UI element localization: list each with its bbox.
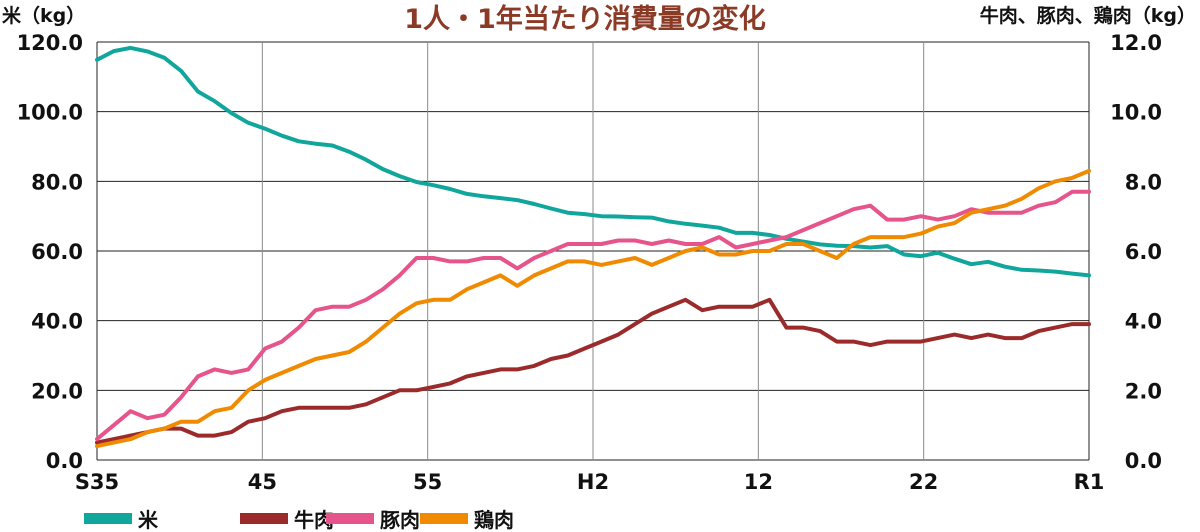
series-line-2 [95, 297, 1091, 445]
right-axis-unit: 牛肉、豚肉、鶏肉（kg） [980, 4, 1196, 27]
right-tick-label: 2.0 [1125, 379, 1162, 403]
left-tick-label: 20.0 [31, 379, 83, 403]
x-tick-label: 55 [413, 470, 442, 494]
series-line-4 [95, 168, 1091, 449]
x-tick-label: 45 [248, 470, 277, 494]
x-tick-label: 22 [909, 470, 938, 494]
right-tick-label: 0.0 [1125, 449, 1162, 473]
left-tick-label: 0.0 [46, 449, 83, 473]
x-tick-label: S35 [75, 470, 119, 494]
right-tick-label: 6.0 [1125, 240, 1162, 264]
legend-swatch-1 [84, 513, 132, 524]
left-tick-label: 40.0 [31, 310, 83, 334]
right-tick-label: 4.0 [1125, 310, 1162, 334]
left-tick-label: 120.0 [17, 31, 83, 55]
x-tick-label: H2 [577, 470, 609, 494]
right-tick-label: 8.0 [1125, 170, 1162, 194]
right-tick-label: 10.0 [1110, 101, 1162, 125]
legend-swatch-2 [240, 513, 288, 524]
legend-label-4: 鶏肉 [474, 508, 514, 532]
left-tick-label: 60.0 [31, 240, 83, 264]
legend-swatch-4 [420, 513, 468, 524]
grid-lines [96, 41, 1090, 461]
x-tick-label: R1 [1074, 470, 1105, 494]
legend-swatch-3 [326, 513, 374, 524]
legend: 米牛肉 豚肉 鶏肉 [84, 508, 514, 532]
legend-label-3: 豚肉 [380, 508, 420, 532]
left-axis-unit: 米（kg） [2, 4, 85, 27]
left-tick-label: 100.0 [17, 101, 83, 125]
axes: 0.0 0.0 20.0 2.0 40.0 4.0 60.0 6.0 80.0 8.0 100.0 1… [17, 31, 1162, 494]
right-tick-label: 12.0 [1110, 31, 1162, 55]
left-tick-label: 80.0 [31, 170, 83, 194]
chart-title: 1人・1年当たり消費量の変化 [404, 3, 766, 35]
x-tick-label: 12 [744, 470, 773, 494]
series-line-1 [95, 45, 1091, 278]
series-line-3 [95, 189, 1091, 442]
legend-label-1: 米 [138, 508, 159, 532]
series-layer [95, 45, 1091, 449]
